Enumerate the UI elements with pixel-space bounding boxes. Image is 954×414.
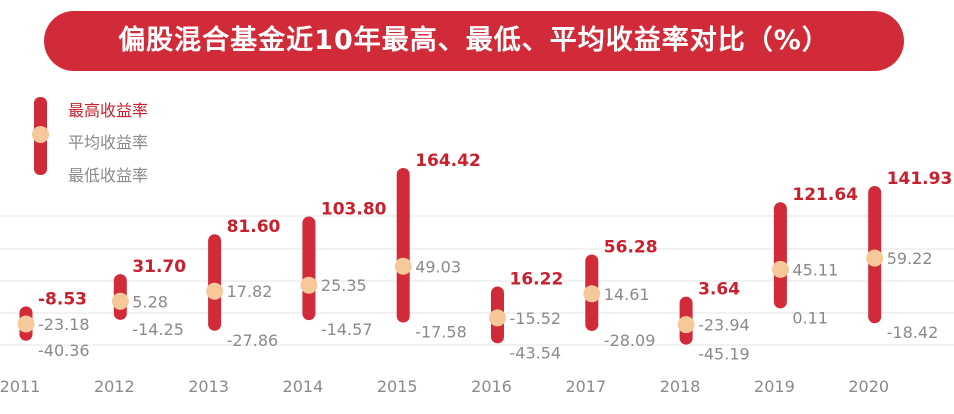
min-value-label-2015: -17.58 — [415, 323, 467, 342]
range-bar-2015 — [396, 167, 410, 323]
legend-average-dot-icon — [32, 126, 49, 143]
max-value-label-2018: 3.64 — [698, 280, 740, 300]
x-tick-label-2013: 2013 — [188, 377, 229, 396]
min-value-label-2017: -28.09 — [604, 331, 656, 350]
min-value-label-2012: -14.25 — [132, 320, 184, 339]
min-value-label-2016: -43.54 — [510, 343, 562, 362]
legend-min-label: 最低收益率 — [68, 166, 149, 185]
average-dot-2012 — [111, 292, 129, 310]
avg-value-label-2012: 5.28 — [132, 292, 168, 311]
min-value-label-2011: -40.36 — [38, 341, 90, 360]
avg-value-label-2019: 45.11 — [792, 260, 838, 279]
max-value-label-2019: 121.64 — [792, 185, 858, 205]
average-dot-2013 — [206, 282, 224, 300]
x-tick-label-2016: 2016 — [471, 377, 512, 396]
avg-value-label-2011: -23.18 — [38, 315, 90, 334]
min-value-label-2014: -14.57 — [321, 320, 373, 339]
x-tick-label-2017: 2017 — [565, 377, 606, 396]
x-tick-label-2019: 2019 — [754, 377, 795, 396]
min-value-label-2013: -27.86 — [227, 331, 279, 350]
x-tick-label-2015: 2015 — [377, 377, 418, 396]
x-tick-label-2014: 2014 — [283, 377, 324, 396]
avg-value-label-2014: 25.35 — [321, 276, 367, 295]
min-value-label-2019: 0.11 — [792, 308, 828, 327]
range-bar-2019 — [773, 202, 787, 309]
max-value-label-2012: 31.70 — [132, 257, 186, 277]
average-dot-2015 — [394, 257, 412, 275]
max-value-label-2020: 141.93 — [887, 169, 953, 189]
max-value-label-2013: 81.60 — [227, 217, 281, 237]
average-dot-2017 — [583, 285, 601, 303]
average-dot-2011 — [17, 315, 35, 333]
min-value-label-2018: -45.19 — [698, 345, 750, 364]
legend-max-label: 最高收益率 — [68, 101, 149, 120]
avg-value-label-2020: 59.22 — [887, 249, 933, 268]
average-dot-2020 — [866, 249, 884, 267]
avg-value-label-2018: -23.94 — [698, 316, 750, 335]
max-value-label-2015: 164.42 — [415, 151, 481, 171]
average-dot-2018 — [677, 316, 695, 334]
avg-value-label-2015: 49.03 — [415, 257, 461, 276]
max-value-label-2011: -8.53 — [38, 289, 87, 309]
avg-value-label-2013: 17.82 — [227, 282, 273, 301]
x-tick-label-2018: 2018 — [660, 377, 701, 396]
max-value-label-2014: 103.80 — [321, 199, 387, 219]
average-dot-2019 — [771, 260, 789, 278]
chart-title: 偏股混合基金近10年最高、最低、平均收益率对比（%） — [118, 25, 830, 56]
legend-avg-label: 平均收益率 — [68, 133, 149, 152]
title-banner: 偏股混合基金近10年最高、最低、平均收益率对比（%） — [44, 11, 904, 71]
x-tick-label-2020: 2020 — [848, 377, 889, 396]
range-bar-2014 — [302, 216, 316, 321]
avg-value-label-2016: -15.52 — [510, 309, 562, 328]
avg-value-label-2017: 14.61 — [604, 285, 650, 304]
average-dot-2014 — [300, 276, 318, 294]
max-value-label-2017: 56.28 — [604, 237, 658, 257]
average-dot-2016 — [489, 309, 506, 327]
range-bar-2013 — [208, 234, 222, 331]
x-tick-label-2012: 2012 — [94, 377, 135, 396]
max-value-label-2016: 16.22 — [510, 270, 564, 290]
min-value-label-2020: -18.42 — [887, 323, 939, 342]
x-tick-label-2011: 2011 — [0, 377, 40, 396]
